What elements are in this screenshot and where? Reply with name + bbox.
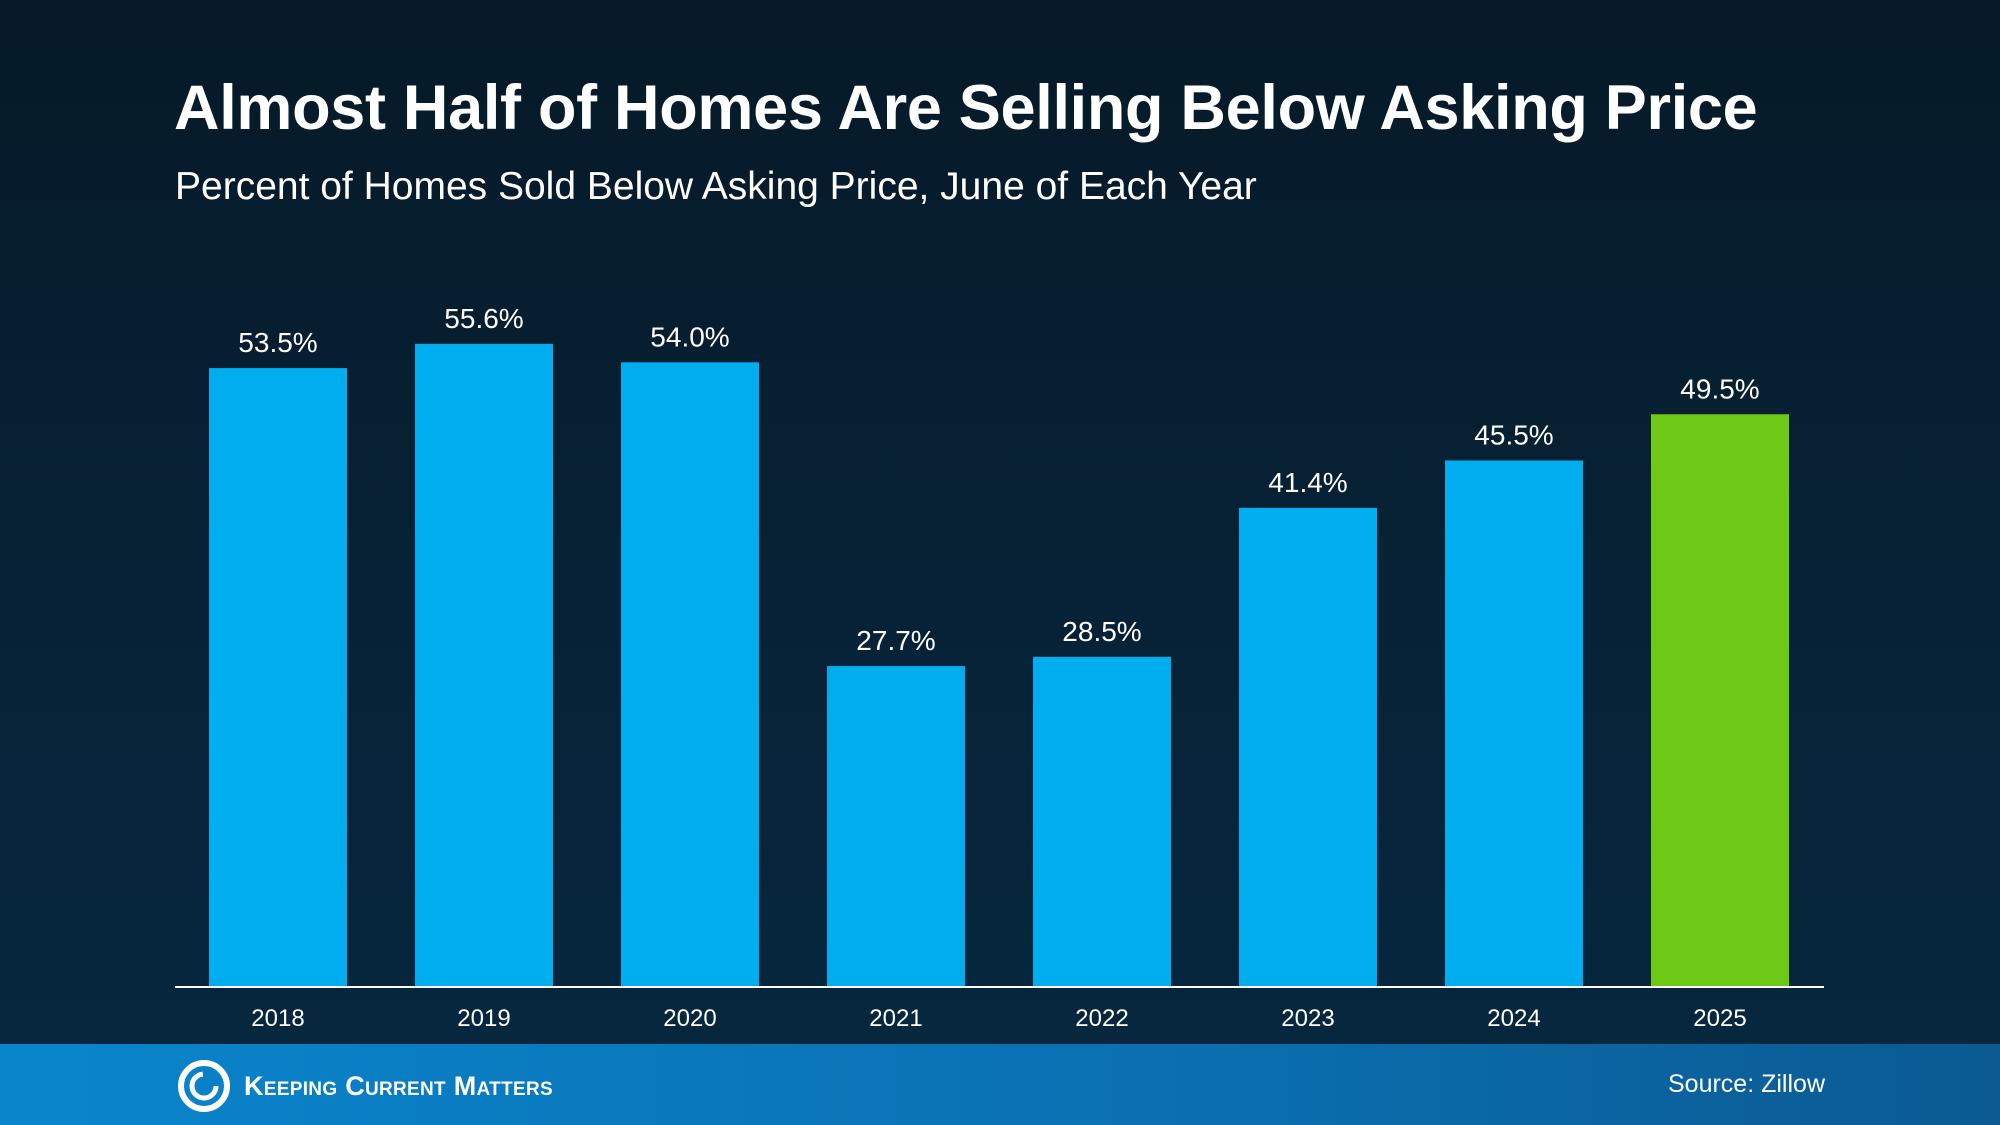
x-tick-2020: 2020 (663, 1005, 716, 1032)
data-label-2019: 55.6% (444, 303, 523, 334)
footer: Keeping Current Matters Source: Zillow (0, 1044, 2000, 1125)
x-tick-2023: 2023 (1281, 1005, 1334, 1032)
data-label-2023: 41.4% (1268, 467, 1347, 498)
data-label-2018: 53.5% (238, 327, 317, 358)
x-tick-2019: 2019 (457, 1005, 510, 1032)
x-tick-2021: 2021 (869, 1005, 922, 1032)
bar-2019 (415, 343, 553, 986)
source-note: Source: Zillow (1668, 1070, 1825, 1098)
data-label-2024: 45.5% (1474, 419, 1553, 450)
brand-name: Keeping Current Matters (244, 1070, 553, 1101)
bar-2025 (1651, 414, 1789, 986)
x-tick-2024: 2024 (1487, 1005, 1540, 1032)
data-label-2025: 49.5% (1680, 373, 1759, 404)
bar-2018 (209, 368, 347, 986)
data-label-2020: 54.0% (650, 321, 729, 352)
bar-2022 (1033, 656, 1171, 986)
x-tick-2025: 2025 (1693, 1005, 1746, 1032)
bar-2024 (1445, 460, 1583, 987)
bar-2023 (1239, 507, 1377, 986)
data-label-2021: 27.7% (856, 625, 935, 656)
x-tick-2022: 2022 (1075, 1005, 1128, 1032)
bar-2021 (827, 666, 965, 986)
chart-title: Almost Half of Homes Are Selling Below A… (174, 73, 1758, 143)
swirl-logo-icon (178, 1060, 230, 1112)
brand-logo: Keeping Current Matters (178, 1060, 553, 1112)
chart-subtitle: Percent of Homes Sold Below Asking Price… (175, 165, 1257, 208)
bar-chart: 53.5% 2018 55.6% 2019 54.0% 2020 27.7% 2021 28.5… (209, 303, 1789, 1032)
x-tick-2018: 2018 (251, 1005, 304, 1032)
data-label-2022: 28.5% (1062, 616, 1141, 647)
bar-2020 (621, 362, 759, 986)
